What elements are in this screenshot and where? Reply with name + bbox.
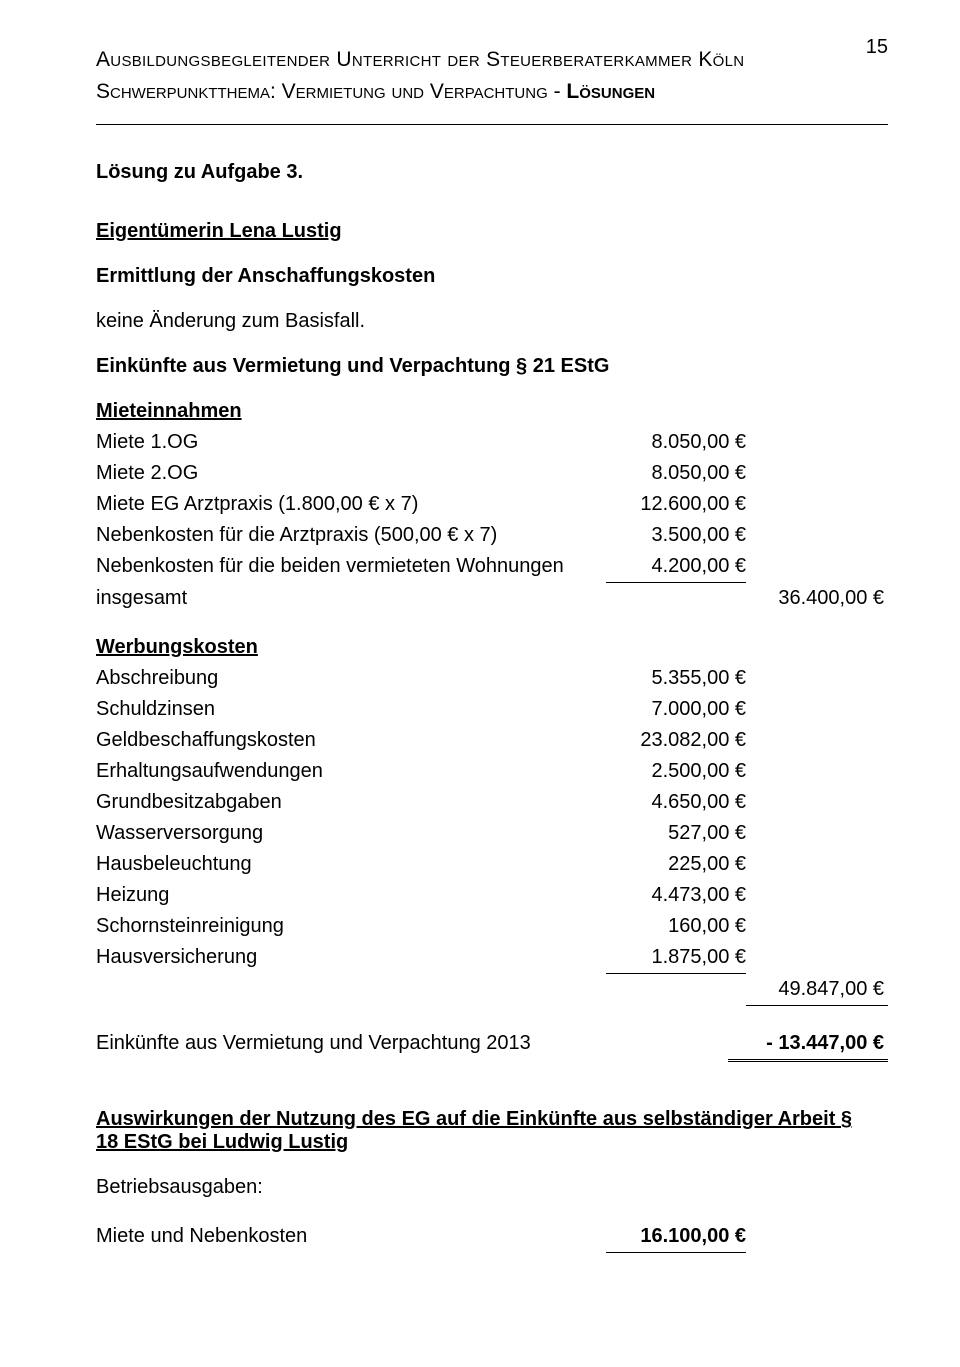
row-label: Schornsteinreinigung bbox=[96, 911, 606, 942]
row-value bbox=[606, 974, 746, 1006]
row-value: 4.200,00 € bbox=[606, 551, 746, 583]
header-line-2: Schwerpunktthema: Vermietung und Verpach… bbox=[96, 80, 888, 104]
row-total bbox=[746, 458, 888, 489]
table-row: Hausbeleuchtung 225,00 € bbox=[96, 849, 888, 880]
row-value: 4.650,00 € bbox=[606, 787, 746, 818]
table-row: Erhaltungsaufwendungen 2.500,00 € bbox=[96, 756, 888, 787]
table-sum-row: insgesamt 36.400,00 € bbox=[96, 583, 888, 614]
row-total bbox=[746, 942, 888, 974]
table-row: Heizung 4.473,00 € bbox=[96, 880, 888, 911]
header-sep: - bbox=[548, 80, 567, 103]
sum-total: 49.847,00 € bbox=[746, 974, 888, 1006]
row-value: 12.600,00 € bbox=[606, 489, 746, 520]
row-value: 2.500,00 € bbox=[606, 756, 746, 787]
row-total bbox=[746, 663, 888, 694]
row-label: Erhaltungsaufwendungen bbox=[96, 756, 606, 787]
row-total bbox=[746, 880, 888, 911]
basis-text: keine Änderung zum Basisfall. bbox=[96, 310, 888, 333]
row-label: Nebenkosten für die beiden vermieteten W… bbox=[96, 551, 606, 583]
row-label: Abschreibung bbox=[96, 663, 606, 694]
row-total bbox=[746, 694, 888, 725]
table-row: Wasserversorgung 527,00 € bbox=[96, 818, 888, 849]
table-row: Miete EG Arztpraxis (1.800,00 € x 7) 12.… bbox=[96, 489, 888, 520]
header-line-1: Ausbildungsbegleitender Unterricht der S… bbox=[96, 48, 888, 72]
row-total bbox=[746, 725, 888, 756]
row-total bbox=[746, 1221, 888, 1253]
row-label: Hausbeleuchtung bbox=[96, 849, 606, 880]
table-row: Grundbesitzabgaben 4.650,00 € bbox=[96, 787, 888, 818]
row-label: Miete 1.OG bbox=[96, 427, 606, 458]
result-row: Einkünfte aus Vermietung und Verpachtung… bbox=[96, 1028, 888, 1062]
row-total bbox=[746, 551, 888, 583]
auswirkungen-title: Auswirkungen der Nutzung des EG auf die … bbox=[96, 1108, 856, 1154]
row-total bbox=[746, 489, 888, 520]
row-label: Geldbeschaffungskosten bbox=[96, 725, 606, 756]
row-value: 225,00 € bbox=[606, 849, 746, 880]
spacer bbox=[96, 614, 888, 636]
row-value bbox=[606, 583, 746, 614]
row-total bbox=[746, 787, 888, 818]
table-row: Hausversicherung 1.875,00 € bbox=[96, 942, 888, 974]
table-row: Geldbeschaffungskosten 23.082,00 € bbox=[96, 725, 888, 756]
row-value: 1.875,00 € bbox=[606, 942, 746, 974]
row-value: 5.355,00 € bbox=[606, 663, 746, 694]
row-value: 7.000,00 € bbox=[606, 694, 746, 725]
page-number: 15 bbox=[866, 36, 888, 59]
sum-label bbox=[96, 974, 606, 1006]
row-total bbox=[746, 427, 888, 458]
row-label: Miete EG Arztpraxis (1.800,00 € x 7) bbox=[96, 489, 606, 520]
row-label: Nebenkosten für die Arztpraxis (500,00 €… bbox=[96, 520, 606, 551]
header-subject: Schwerpunktthema: Vermietung und Verpach… bbox=[96, 80, 548, 103]
betriebsausgaben-label: Betriebsausgaben: bbox=[96, 1176, 888, 1199]
header-rule bbox=[96, 124, 888, 125]
row-value: 23.082,00 € bbox=[606, 725, 746, 756]
owner-title: Eigentümerin Lena Lustig bbox=[96, 220, 888, 243]
table-row: Miete und Nebenkosten 16.100,00 € bbox=[96, 1221, 888, 1253]
row-value: 8.050,00 € bbox=[606, 427, 746, 458]
row-total bbox=[746, 520, 888, 551]
row-total bbox=[746, 849, 888, 880]
table-row: Miete 1.OG 8.050,00 € bbox=[96, 427, 888, 458]
row-label: Miete 2.OG bbox=[96, 458, 606, 489]
table-row: Abschreibung 5.355,00 € bbox=[96, 663, 888, 694]
row-value: 16.100,00 € bbox=[606, 1221, 746, 1253]
row-label: Heizung bbox=[96, 880, 606, 911]
table-row: Miete 2.OG 8.050,00 € bbox=[96, 458, 888, 489]
table-row: Schuldzinsen 7.000,00 € bbox=[96, 694, 888, 725]
werbungskosten-title: Werbungskosten bbox=[96, 636, 888, 659]
basis-title: Ermittlung der Anschaffungskosten bbox=[96, 265, 888, 288]
sum-label: insgesamt bbox=[96, 583, 606, 614]
row-value: 4.473,00 € bbox=[606, 880, 746, 911]
table-sum-row: 49.847,00 € bbox=[96, 974, 888, 1006]
row-label: Wasserversorgung bbox=[96, 818, 606, 849]
row-label: Miete und Nebenkosten bbox=[96, 1221, 606, 1253]
row-label: Grundbesitzabgaben bbox=[96, 787, 606, 818]
row-total bbox=[746, 756, 888, 787]
row-total bbox=[746, 911, 888, 942]
table-row: Nebenkosten für die Arztpraxis (500,00 €… bbox=[96, 520, 888, 551]
row-value: 3.500,00 € bbox=[606, 520, 746, 551]
row-label: Hausversicherung bbox=[96, 942, 606, 974]
sum-total: 36.400,00 € bbox=[746, 583, 888, 614]
row-value: 8.050,00 € bbox=[606, 458, 746, 489]
page: 15 Ausbildungsbegleitender Unterricht de… bbox=[0, 0, 960, 1325]
solution-title: Lösung zu Aufgabe 3. bbox=[96, 161, 888, 184]
row-value: 160,00 € bbox=[606, 911, 746, 942]
table-row: Nebenkosten für die beiden vermieteten W… bbox=[96, 551, 888, 583]
result-label: Einkünfte aus Vermietung und Verpachtung… bbox=[96, 1028, 728, 1062]
row-label: Schuldzinsen bbox=[96, 694, 606, 725]
row-value: 527,00 € bbox=[606, 818, 746, 849]
result-value: - 13.447,00 € bbox=[728, 1028, 888, 1062]
table-row: Schornsteinreinigung 160,00 € bbox=[96, 911, 888, 942]
income-title: Einkünfte aus Vermietung und Verpachtung… bbox=[96, 355, 888, 378]
header-solutions: Lösungen bbox=[566, 80, 655, 103]
mieteinnahmen-title: Mieteinnahmen bbox=[96, 400, 888, 423]
row-total bbox=[746, 818, 888, 849]
